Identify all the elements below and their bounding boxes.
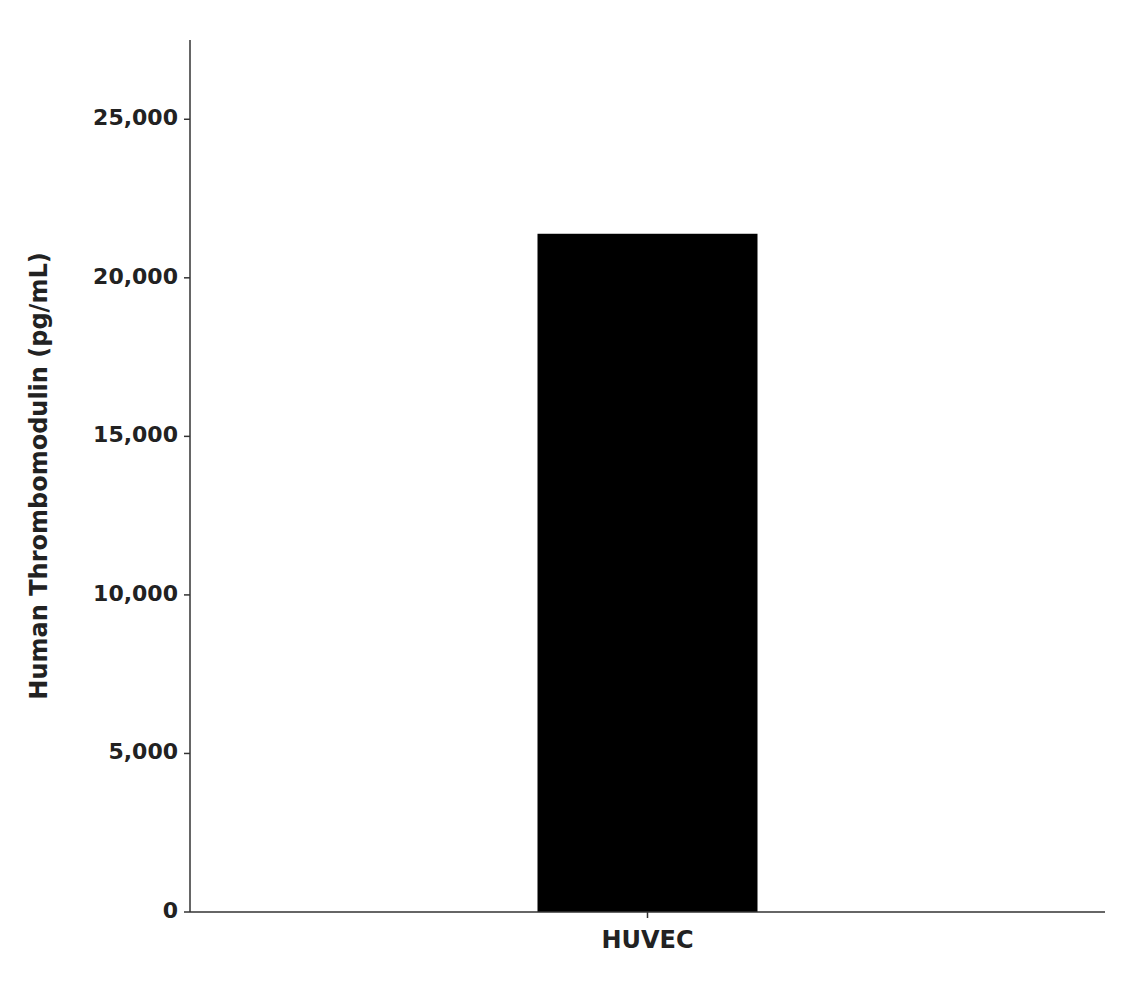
- y-tick: [184, 753, 190, 755]
- y-axis-label: Human Thrombomodulin (pg/mL): [25, 252, 53, 699]
- y-tick-label: 10,000: [93, 581, 178, 606]
- y-axis-line: [189, 40, 191, 912]
- x-tick-label: HUVEC: [601, 926, 693, 954]
- y-tick-label: 5,000: [108, 739, 178, 764]
- y-tick-label: 15,000: [93, 422, 178, 447]
- y-tick: [184, 594, 190, 596]
- x-axis: HUVEC: [190, 912, 1105, 954]
- y-tick-label: 0: [163, 898, 178, 923]
- chart-container: 0 5,000 10,000 15,000 20,000 25,000 Human Thro…: [0, 0, 1145, 1002]
- x-tick: [647, 912, 649, 918]
- y-tick: [184, 436, 190, 438]
- y-tick: [184, 911, 190, 913]
- bar: [538, 234, 758, 912]
- chart: 0 5,000 10,000 15,000 20,000 25,000 Human Thro…: [0, 0, 1145, 1002]
- bars: [538, 234, 758, 912]
- y-tick-label: 20,000: [93, 264, 178, 289]
- y-axis: 0 5,000 10,000 15,000 20,000 25,000: [93, 40, 190, 923]
- y-tick: [184, 277, 190, 279]
- y-tick: [184, 119, 190, 121]
- y-tick-label: 25,000: [93, 105, 178, 130]
